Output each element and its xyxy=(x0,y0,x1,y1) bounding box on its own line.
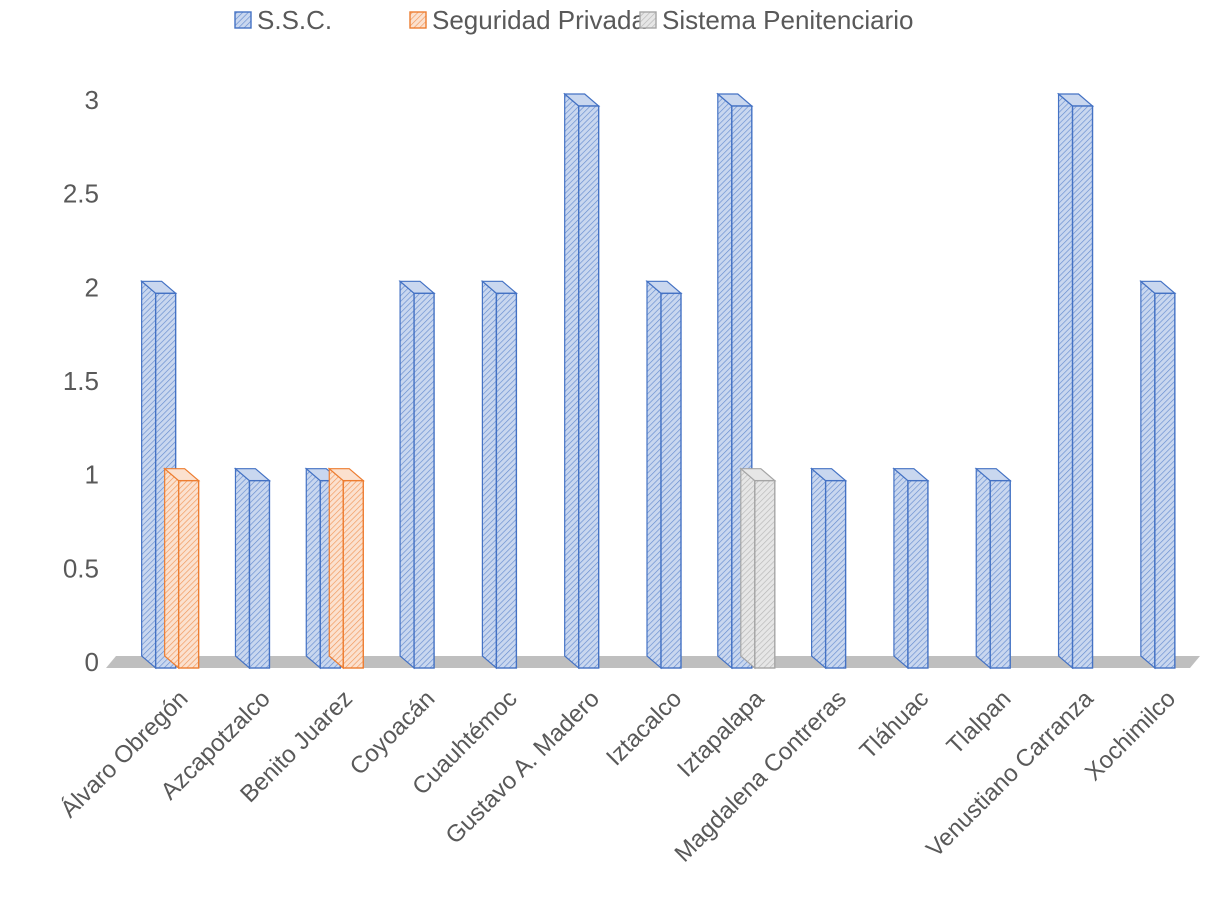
bar-side xyxy=(481,280,497,670)
bar-front xyxy=(1071,105,1094,669)
bar-side xyxy=(893,467,909,670)
legend-swatch xyxy=(639,11,657,29)
legend-swatch xyxy=(409,11,427,29)
bar-side xyxy=(305,467,321,670)
bar-front xyxy=(754,479,776,669)
y-tick-label: 1 xyxy=(85,460,99,490)
bars xyxy=(140,92,1177,670)
legend-label: S.S.C. xyxy=(257,5,332,35)
bar-side xyxy=(811,467,827,670)
bar xyxy=(645,280,683,670)
bar-front xyxy=(1154,292,1176,669)
legend-item: Sistema Penitenciario xyxy=(639,5,913,35)
bar-side xyxy=(141,280,157,670)
bar-front xyxy=(495,292,518,669)
legend-swatch xyxy=(234,11,252,29)
bar xyxy=(739,467,777,670)
bar-side xyxy=(564,92,580,670)
bar-side xyxy=(1057,92,1074,670)
bar-front xyxy=(660,292,682,669)
bar-side xyxy=(717,92,733,670)
y-tick-label: 2 xyxy=(85,272,99,302)
x-tick-label: Tláhuac xyxy=(855,685,934,764)
bar-side xyxy=(399,280,415,670)
y-tick-label: 1.5 xyxy=(63,366,99,396)
legend-label: Sistema Penitenciario xyxy=(662,5,913,35)
bar-front xyxy=(907,479,929,669)
y-axis: 0 0.5 1 1.5 2 2.5 3 xyxy=(63,85,99,677)
bar xyxy=(809,467,848,670)
bar-front xyxy=(577,105,600,669)
bar-front xyxy=(824,479,847,669)
bar-side xyxy=(646,280,662,670)
bar xyxy=(892,467,930,670)
y-tick-label: 2.5 xyxy=(63,179,99,209)
bar xyxy=(163,467,201,670)
bar xyxy=(327,467,365,670)
legend-item: Seguridad Privada xyxy=(409,5,646,35)
bar-side xyxy=(234,467,251,670)
bar xyxy=(233,467,272,670)
y-tick-label: 3 xyxy=(85,85,99,115)
bar-side xyxy=(328,467,344,670)
bar xyxy=(563,92,601,670)
bar xyxy=(398,280,436,670)
bar-side xyxy=(975,467,991,670)
y-tick-label: 0.5 xyxy=(63,553,99,583)
bar-side xyxy=(740,467,756,670)
bar-front xyxy=(342,479,364,669)
legend: S.S.C. Seguridad Privada Sistema Penitenci… xyxy=(234,5,913,35)
legend-label: Seguridad Privada xyxy=(432,5,646,35)
bar-side xyxy=(1140,280,1156,670)
y-tick-label: 0 xyxy=(85,647,99,677)
bar xyxy=(974,467,1012,670)
bar-front xyxy=(177,479,200,669)
bar-side xyxy=(164,467,180,670)
bar xyxy=(480,280,519,670)
x-tick-label: Venustiano Carranza xyxy=(921,685,1099,863)
bar xyxy=(1139,280,1177,670)
bar xyxy=(1056,92,1095,670)
legend-item: S.S.C. xyxy=(234,5,332,35)
x-tick-label: Gustavo A. Madero xyxy=(441,685,605,849)
bar-front xyxy=(413,292,435,669)
x-tick-label: Iztacalco xyxy=(601,685,687,771)
bar-front xyxy=(248,479,271,669)
bar-front xyxy=(989,479,1011,669)
x-tick-label: Xochimilco xyxy=(1080,685,1181,786)
x-tick-label: Tlalpan xyxy=(942,685,1017,760)
